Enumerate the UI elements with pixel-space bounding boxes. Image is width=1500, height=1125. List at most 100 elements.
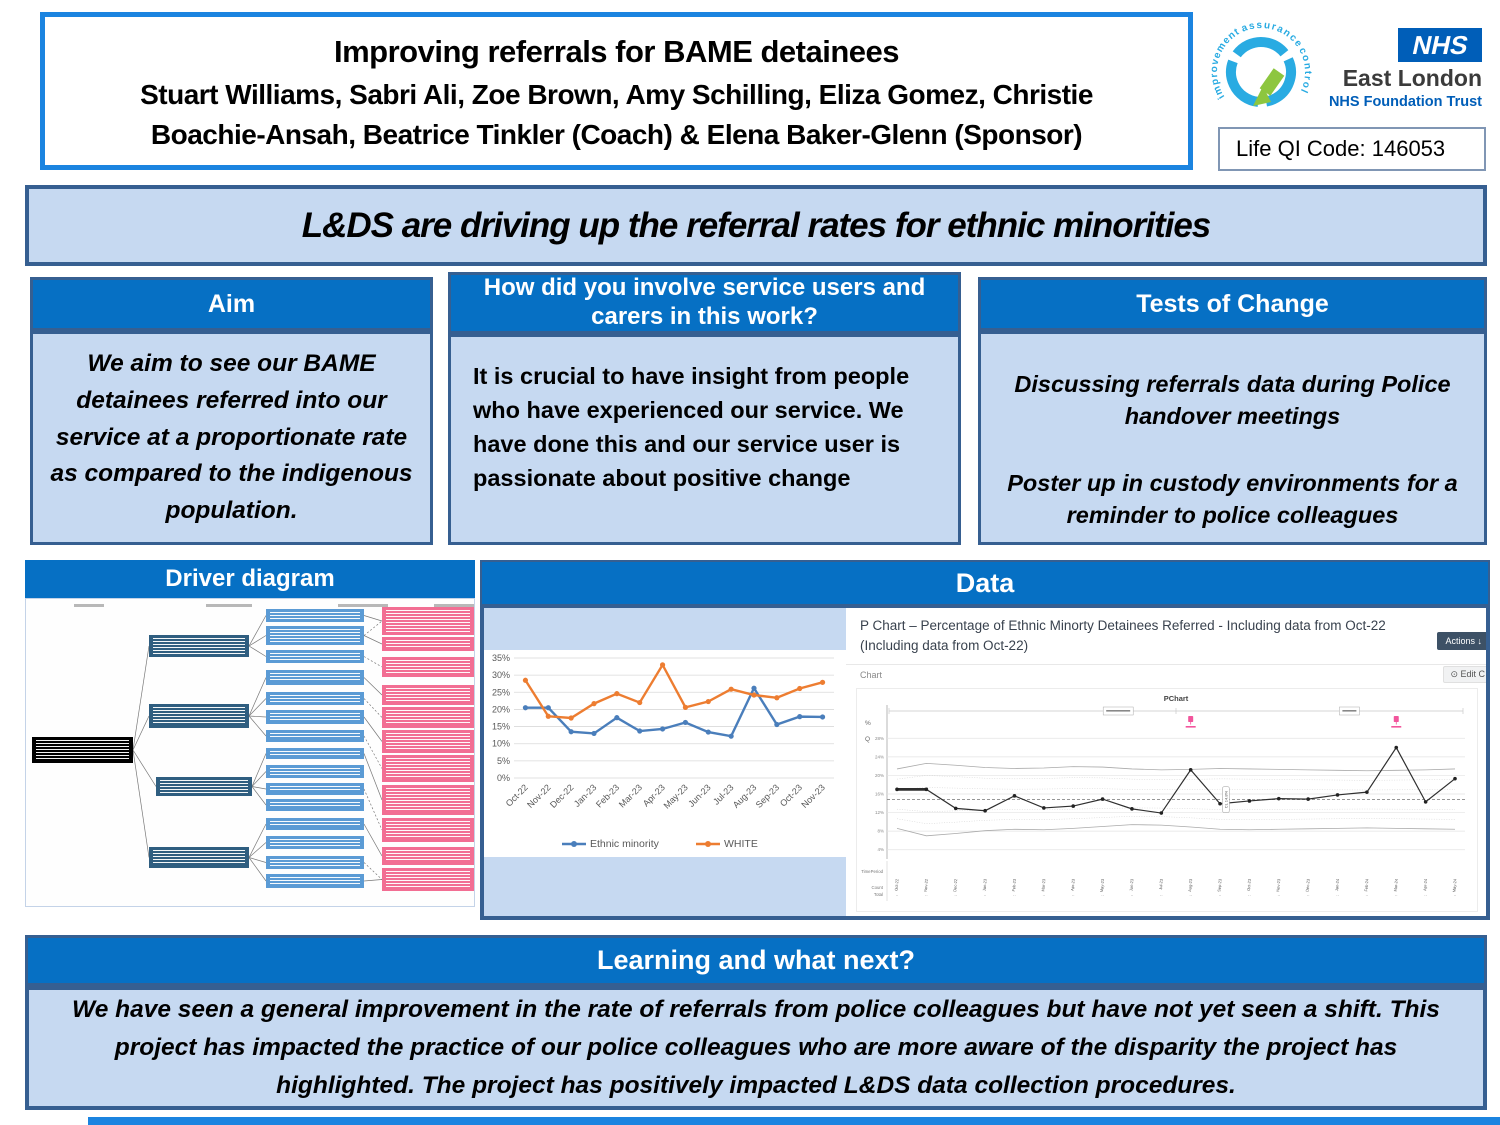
q-improvement-logo-icon: improvement assurance control [1205,14,1317,126]
svg-text:Total: Total [874,892,883,897]
nhs-letters: NHS [1409,30,1471,60]
change-idea-box [382,707,474,728]
svg-text:WHITE: WHITE [724,838,758,850]
svg-text:‥: ‥ [1454,892,1457,897]
annotation-pin-icon[interactable] [1185,716,1196,728]
svg-text:‥: ‥ [1277,892,1280,897]
nhs-logo: NHS East London NHS Foundation Trust [1322,28,1482,110]
svg-text:Nov-23: Nov-23 [1275,878,1281,892]
svg-text:‥: ‥ [1454,885,1457,890]
life-qi-code: Life QI Code: 146053 [1236,136,1446,161]
svg-text:Dec-23: Dec-23 [1305,878,1311,892]
headline-banner: L&DS are driving up the referral rates f… [25,185,1487,266]
svg-text:‥: ‥ [1131,892,1134,897]
primary-driver-box [149,635,249,657]
life-qi-code-box: Life QI Code: 146053 [1218,127,1486,171]
svg-text:Feb-23: Feb-23 [594,782,621,809]
change-idea-box [382,607,474,635]
nhs-logo-icon: NHS [1398,28,1482,62]
svg-text:25%: 25% [492,687,510,697]
svg-text:20%: 20% [492,704,510,714]
svg-text:Oct-22: Oct-22 [893,878,899,891]
chart-tab-label: Chart [860,670,883,680]
svg-text:‥: ‥ [1131,885,1134,890]
svg-text:Nov-23: Nov-23 [799,782,827,810]
svg-text:Sep-23: Sep-23 [754,782,782,810]
driver-diagram [25,598,475,907]
excel-chart: 0% 5% 10% 15% 20% 25% 30% 35% Oct-22 Nov-22 Dec-22… [484,650,846,857]
svg-text:16%: 16% [875,792,884,797]
change-idea-box [382,657,474,677]
change-idea-box [382,755,474,782]
driver-header-label: Driver diagram [165,565,335,592]
edit-chart-label: Edit C [1460,669,1485,679]
data-body: 0% 5% 10% 15% 20% 25% 30% 35% Oct-22 Nov-22 Dec-22… [480,606,1490,920]
svg-text:‥: ‥ [1277,885,1280,890]
column-header [206,604,252,607]
svg-text:‥: ‥ [1248,885,1251,890]
svg-text:‥: ‥ [1160,885,1163,890]
svg-text:Jul-23: Jul-23 [1158,878,1164,890]
svg-text:12%: 12% [875,810,884,815]
svg-text:‥: ‥ [1336,892,1339,897]
column-header [74,604,104,607]
change-idea-box [382,785,474,815]
involve-text: It is crucial to have insight from peopl… [473,363,910,492]
svg-text:‥: ‥ [1395,892,1398,897]
secondary-driver-box [266,856,364,869]
svg-text:‥: ‥ [1395,885,1398,890]
svg-text:‥: ‥ [1043,885,1046,890]
svg-text:Mar-23: Mar-23 [1040,878,1046,892]
svg-text:Jan-23: Jan-23 [982,878,988,891]
page-edge-strip [88,1117,1500,1125]
svg-text:0%: 0% [497,773,510,783]
svg-text:‥: ‥ [896,892,899,897]
svg-text:‥: ‥ [896,885,899,890]
secondary-driver-box [266,670,364,685]
page-title: Improving referrals for BAME detainees [334,34,900,69]
svg-text:‥: ‥ [1189,885,1192,890]
involve-body: It is crucial to have insight from peopl… [448,334,961,545]
primary-driver-box [149,847,249,868]
involve-header-label: How did you involve service users and ca… [483,274,926,330]
svg-text:Oct-23: Oct-23 [1246,878,1252,891]
svg-text:5%: 5% [497,756,510,766]
actions-button[interactable]: Actions ↓ [1437,632,1486,650]
svg-text:28%: 28% [875,736,884,741]
p-chart-panel: P Chart – Percentage of Ethnic Minorty D… [846,608,1486,916]
svg-text:May-23: May-23 [1099,878,1105,892]
svg-text:PChart: PChart [1164,694,1189,703]
secondary-driver-box [266,765,364,778]
change-idea-box [382,868,474,891]
change-idea-box [382,685,474,705]
tests-body: Discussing referrals data during Police … [978,331,1487,545]
svg-text:Feb-24: Feb-24 [1363,878,1369,892]
secondary-driver-box [266,748,364,759]
svg-text:‥: ‥ [1219,892,1222,897]
secondary-driver-box [266,836,364,849]
annotation-pin-icon[interactable] [1391,716,1402,728]
svg-text:‥: ‥ [1013,885,1016,890]
learning-header-label: Learning and what next? [596,945,916,975]
svg-text:‥: ‥ [1072,885,1075,890]
secondary-driver-box [266,783,364,795]
trust-subtitle: NHS Foundation Trust [1328,94,1482,110]
secondary-driver-box [266,730,364,742]
edit-chart-button[interactable]: ⊙ Edit C [1443,666,1486,683]
primary-driver-box [156,777,252,796]
svg-text:24%: 24% [875,754,884,759]
secondary-driver-box [266,650,364,663]
svg-text:Apr-23: Apr-23 [1070,878,1076,891]
svg-text:Count: Count [872,885,884,890]
svg-text:‥: ‥ [1307,892,1310,897]
authors: Stuart Williams, Sabri Ali, Zoe Brown, A… [140,79,1093,150]
driver-diagram-header: Driver diagram [25,560,475,598]
svg-text:control: control [1296,46,1313,96]
svg-text:‥: ‥ [1101,885,1104,890]
column-header [434,604,474,607]
svg-text:15%: 15% [492,722,510,732]
svg-text:Feb-23: Feb-23 [1011,878,1017,892]
tests-header-label: Tests of Change [1136,289,1329,318]
svg-text:‥: ‥ [925,892,928,897]
